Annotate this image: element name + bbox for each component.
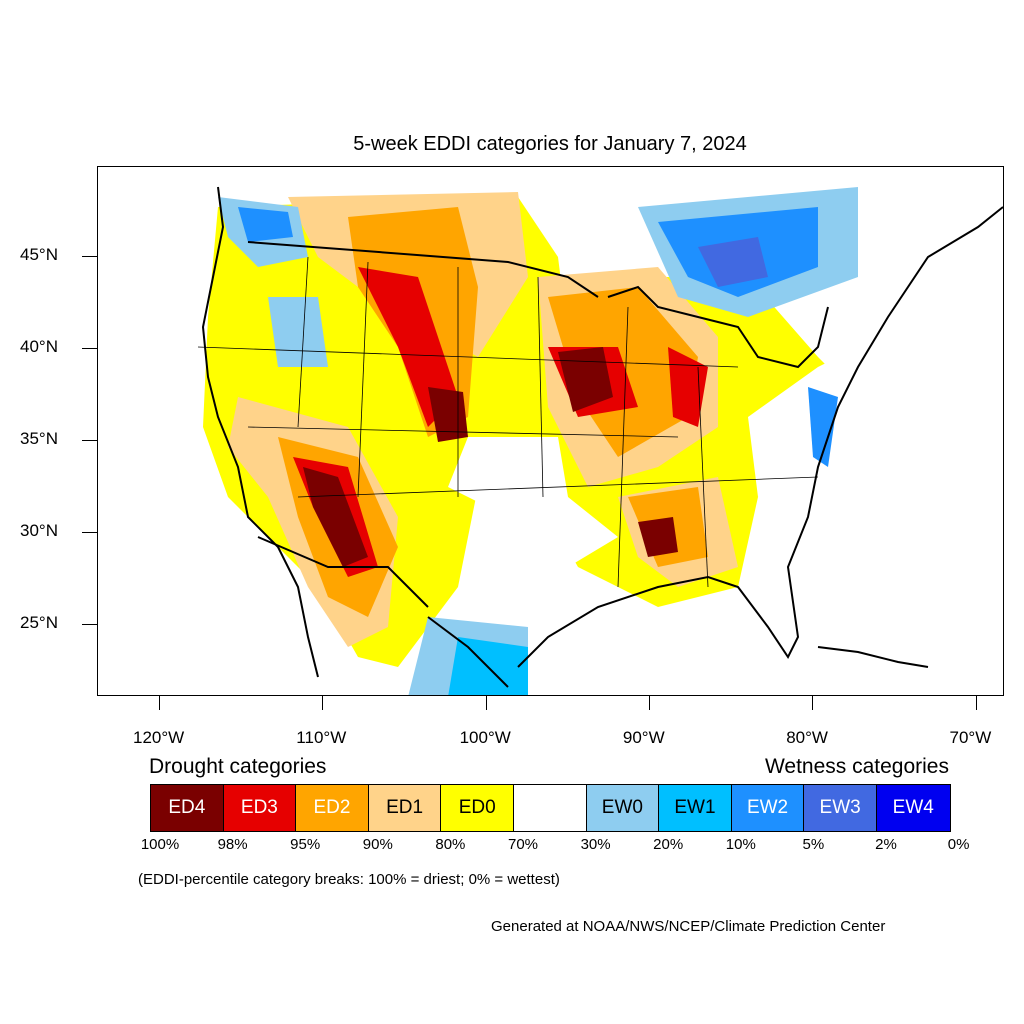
lat-label: 45°N bbox=[20, 245, 58, 264]
legend-swatch-ed1: ED1 bbox=[368, 785, 442, 831]
legend-swatch-ed3: ED3 bbox=[223, 785, 297, 831]
gulf-coastline bbox=[427, 206, 1003, 688]
legend-swatch-ed0: ED0 bbox=[441, 785, 514, 831]
lat-tick bbox=[82, 440, 97, 441]
percentile-label: 30% bbox=[580, 836, 611, 853]
state-line-5 bbox=[197, 346, 739, 368]
mexico-border bbox=[257, 536, 429, 608]
lon-label: 120°W bbox=[133, 728, 185, 747]
drought-categories-heading: Drought categories bbox=[149, 755, 327, 778]
percentile-label: 0% bbox=[947, 836, 970, 853]
map-title: 5-week EDDI categories for January 7, 20… bbox=[353, 133, 747, 155]
percentile-label: 5% bbox=[802, 836, 825, 853]
wetness-categories-heading: Wetness categories bbox=[764, 755, 949, 778]
region-ew-eastcoast bbox=[808, 387, 838, 467]
canada-border bbox=[247, 241, 599, 298]
category-legend: ED4 ED3 ED2 ED1 ED0 EW0 EW1 EW2 EW3 EW4 bbox=[150, 784, 951, 832]
lon-tick bbox=[159, 696, 160, 710]
percentile-label: 98% bbox=[217, 836, 248, 853]
lat-label: 35°N bbox=[20, 429, 58, 448]
great-lakes-outline bbox=[607, 285, 829, 369]
lon-label: 80°W bbox=[786, 728, 828, 747]
state-line-1 bbox=[297, 256, 309, 428]
lat-tick bbox=[82, 624, 97, 625]
region-ew2-pacific-nw bbox=[238, 207, 293, 242]
lon-tick bbox=[322, 696, 324, 710]
region-ed4-mississippi bbox=[638, 517, 678, 557]
region-ed4-arizona bbox=[303, 467, 368, 567]
state-line-6 bbox=[247, 426, 679, 438]
legend-swatch-normal bbox=[513, 785, 587, 831]
state-borders bbox=[197, 256, 819, 588]
percentile-label: 90% bbox=[362, 836, 393, 853]
category-breaks-note: (EDDI-percentile category breaks: 100% =… bbox=[138, 871, 560, 888]
lon-tick bbox=[812, 696, 814, 710]
lon-label: 90°W bbox=[622, 728, 665, 747]
state-line-8 bbox=[617, 306, 629, 588]
percentile-label: 10% bbox=[725, 836, 756, 853]
lat-tick bbox=[82, 256, 97, 257]
legend-swatch-ew0: EW0 bbox=[586, 785, 660, 831]
legend-swatch-ew2: EW2 bbox=[731, 785, 805, 831]
boundary-layer bbox=[201, 186, 1003, 688]
credit-line: Generated at NOAA/NWS/NCEP/Climate Predi… bbox=[491, 918, 886, 935]
lon-label: 110°W bbox=[296, 728, 347, 747]
percentile-label: 100% bbox=[140, 836, 180, 853]
legend-swatch-ew4: EW4 bbox=[876, 785, 950, 831]
lon-label: 100°W bbox=[459, 728, 511, 747]
lat-label: 25°N bbox=[20, 613, 58, 632]
lat-tick bbox=[82, 532, 97, 533]
region-ed3-rockies bbox=[358, 267, 458, 427]
lon-tick bbox=[485, 696, 487, 710]
cuba-outline bbox=[817, 646, 929, 668]
percentile-label: 95% bbox=[290, 836, 321, 853]
percentile-label: 20% bbox=[653, 836, 684, 853]
lat-label: 30°N bbox=[20, 521, 58, 540]
percentile-label: 80% bbox=[435, 836, 466, 853]
legend-swatch-ew3: EW3 bbox=[804, 785, 877, 831]
lon-label: 70°W bbox=[949, 728, 992, 747]
lon-tick bbox=[648, 696, 650, 710]
region-ew3-canada bbox=[698, 237, 768, 287]
state-line-9 bbox=[697, 366, 709, 588]
eddi-map bbox=[97, 166, 1004, 696]
legend-swatch-ed4: ED4 bbox=[151, 785, 224, 831]
legend-swatch-ed2: ED2 bbox=[296, 785, 369, 831]
lat-label: 40°N bbox=[20, 337, 58, 356]
percentile-label: 2% bbox=[875, 836, 897, 853]
state-line-7 bbox=[297, 476, 819, 498]
state-line-4 bbox=[537, 276, 544, 498]
region-normal-plains bbox=[448, 437, 618, 567]
region-ew-idaho bbox=[268, 297, 328, 367]
west-coastline bbox=[201, 186, 319, 678]
lon-tick bbox=[975, 696, 977, 710]
map-canvas bbox=[197, 186, 1003, 695]
legend-swatch-ew1: EW1 bbox=[659, 785, 732, 831]
region-ed4-iowa bbox=[558, 347, 613, 412]
percentile-label: 70% bbox=[507, 836, 539, 853]
shading-layer bbox=[203, 187, 878, 695]
lat-tick bbox=[82, 348, 97, 349]
state-line-2 bbox=[357, 261, 369, 498]
